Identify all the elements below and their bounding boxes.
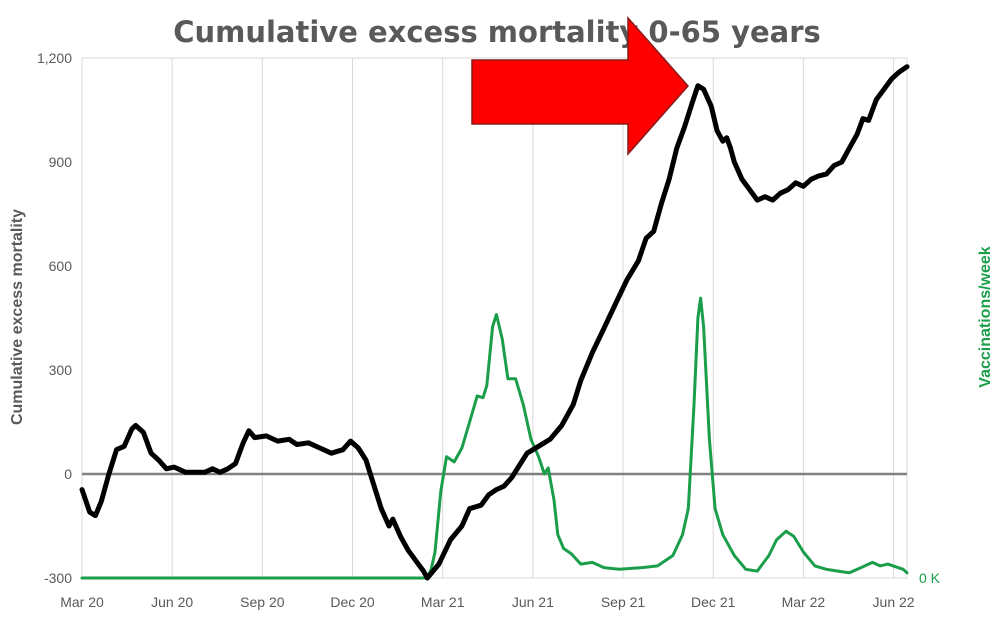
plot-border [81, 57, 908, 579]
left-axis: -300 0 300 600 900 1,200 [37, 50, 72, 586]
x-tick-label: Dec 20 [330, 594, 375, 610]
x-tick-label: Jun 20 [151, 594, 193, 610]
x-tick-label: Sep 21 [601, 594, 646, 610]
annotation-arrow-group [471, 16, 690, 156]
x-tick-label: Mar 22 [782, 594, 826, 610]
x-tick-label: Mar 21 [421, 594, 465, 610]
chart-title: Cumulative excess mortality 0-65 years [173, 15, 821, 49]
vaccinations-series [80, 296, 909, 580]
x-tick-label: Jun 21 [512, 594, 554, 610]
y-tick-label: -300 [44, 570, 72, 586]
x-tick-label: Sep 20 [240, 594, 285, 610]
y-tick-label: 600 [49, 258, 73, 274]
mortality-line [79, 64, 910, 581]
x-tick-label: Jun 22 [873, 594, 915, 610]
vaccinations-line [80, 296, 909, 580]
y2-tick-label: 0 K [919, 570, 941, 586]
x-tick-label: Mar 20 [60, 594, 104, 610]
mortality-series [79, 64, 910, 581]
y-axis-label: Cumulative excess mortality [9, 209, 26, 425]
y-tick-label: 0 [64, 466, 72, 482]
y-tick-label: 300 [49, 362, 73, 378]
right-axis: 0 K600 K1200 K1800 K2400 K3000 K [919, 570, 941, 586]
x-axis: Mar 20 Jun 20 Sep 20 Dec 20 Mar 21 Jun 21 Sep … [60, 594, 915, 610]
plot-area [81, 57, 908, 579]
gridlines [81, 58, 895, 578]
x-tick-label: Dec 21 [691, 594, 736, 610]
annotation-arrow [471, 16, 690, 156]
y-tick-label: 1,200 [37, 50, 72, 66]
y-tick-label: 900 [49, 154, 73, 170]
y2-axis-label: Vaccinations/week [977, 246, 994, 388]
